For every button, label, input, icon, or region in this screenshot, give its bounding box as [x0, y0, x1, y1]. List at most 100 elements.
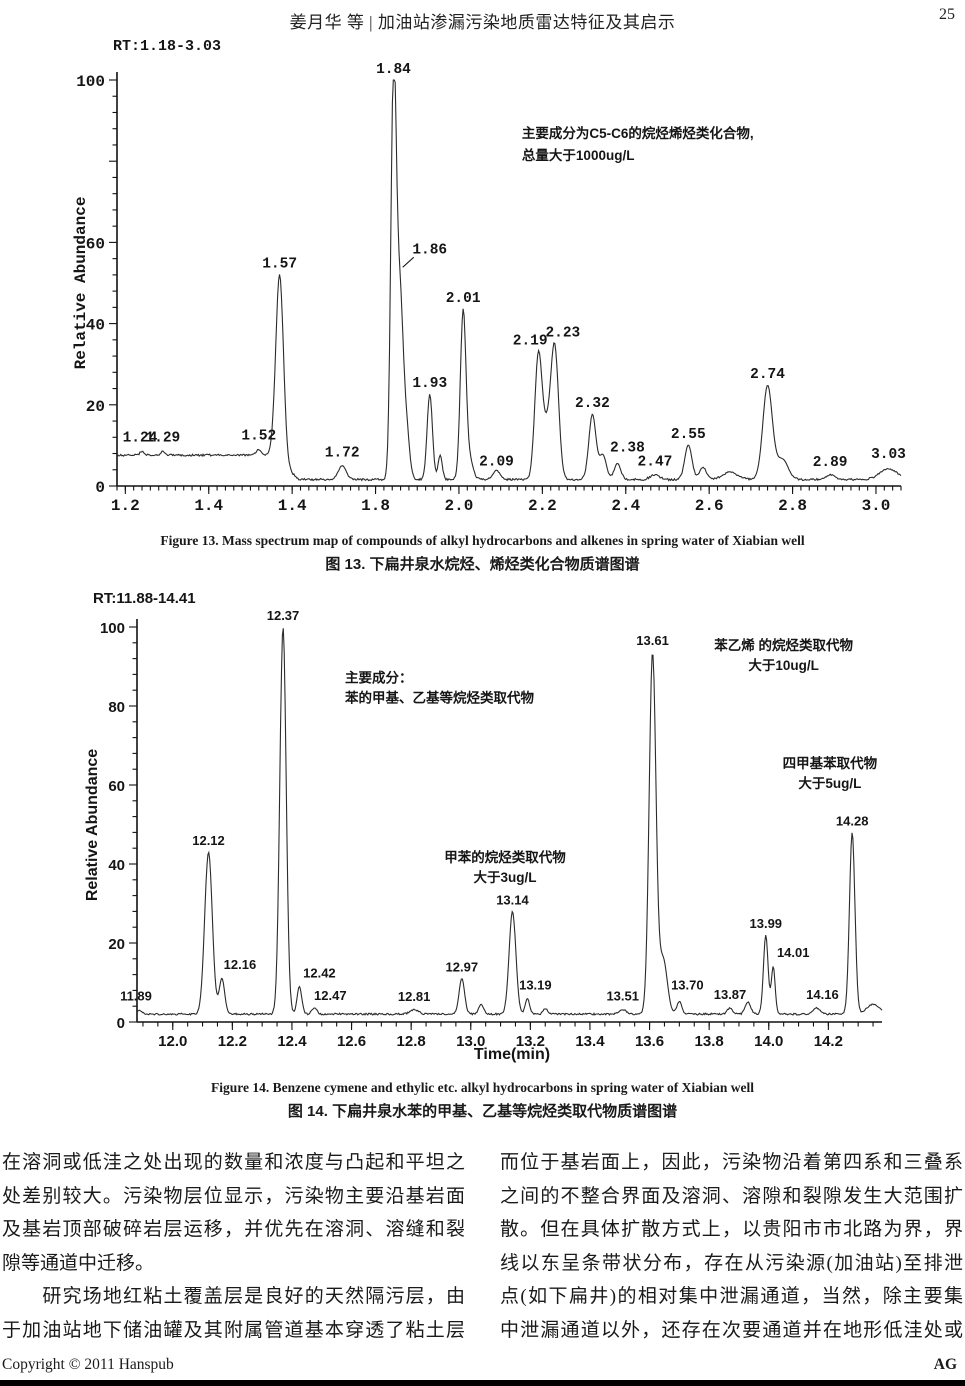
- body-text-line: 研究场地红粘土覆盖层是良好的天然隔污层，由: [2, 1286, 465, 1307]
- peak-label: 1.93: [412, 376, 447, 392]
- rt-range-label: RT:1.18-3.03: [113, 38, 221, 55]
- peak-label: 12.42: [303, 965, 336, 980]
- peak-label: 2.47: [638, 455, 673, 471]
- x-tick-label: 2.4: [611, 497, 640, 515]
- peak-label: 2.32: [575, 396, 610, 412]
- y-tick-label: 40: [108, 857, 125, 874]
- peak-label: 11.89: [120, 989, 152, 1004]
- y-tick-label: 20: [108, 936, 125, 953]
- chromatogram-trace: [136, 628, 883, 1016]
- body-text-line: 及基岩顶部破碎岩层运移，并优先在溶洞、溶缝和裂: [2, 1219, 465, 1240]
- peak-label: 1.24: [123, 430, 158, 446]
- peak-label: 12.37: [267, 608, 300, 623]
- peak-label: 2.55: [671, 427, 706, 443]
- page-footer: Copyright © 2011 Hanspub AG: [0, 1356, 965, 1374]
- peak-label: 2.09: [479, 455, 514, 471]
- body-text-line: 点(如下扁井)的相对集中泄漏通道，当然，除主要集: [500, 1286, 963, 1307]
- peak-label: 2.89: [813, 455, 848, 471]
- x-tick-label: 12.2: [218, 1033, 247, 1050]
- peak-label: 12.16: [224, 957, 257, 972]
- peak-label: 2.01: [446, 291, 481, 307]
- x-tick-label: 3.0: [862, 497, 891, 515]
- x-tick-label: 13.0: [456, 1033, 485, 1050]
- peak-label: 13.87: [714, 987, 747, 1002]
- peak-label: 12.12: [192, 833, 225, 848]
- chart-annotation: 苯的甲基、乙基等烷烃类取代物: [344, 689, 534, 705]
- peak-label: 1.57: [262, 256, 297, 272]
- chart-annotation: 大于5ug/L: [798, 775, 861, 791]
- chart-annotation: 大于10ug/L: [748, 657, 819, 673]
- y-axis-label: Relative Abundance: [84, 749, 101, 901]
- peak-label: 14.28: [836, 813, 869, 828]
- figure14-chromatogram: 0 20 40 60 80 100 12.0 12.2 12.4 12.6 12.8 13.0 13.2…: [84, 590, 883, 1063]
- body-text-line: 隙等通道中迁移。: [2, 1252, 155, 1274]
- body-text-line: 散。但在具体扩散方式上，以贵阳市市北路为界，界: [500, 1219, 963, 1240]
- x-tick-label: 12.8: [397, 1033, 426, 1050]
- y-tick-label: 40: [86, 317, 105, 335]
- body-text-line: 而位于基岩面上，因此，污染物沿着第四系和三叠系: [500, 1152, 963, 1173]
- body-text-line: 中泄漏通道以外，还存在次要通道并在地形低洼处或: [500, 1319, 963, 1341]
- body-text-line: 之间的不整合界面及溶洞、溶隙和裂隙发生大范围扩: [500, 1185, 963, 1207]
- peak-label: 1.29: [145, 430, 180, 446]
- chart-annotation: 甲苯的烷烃类取代物: [444, 849, 566, 865]
- x-tick-label: 1.8: [361, 497, 390, 515]
- y-tick-label: 60: [108, 778, 125, 795]
- x-tick-label: 13.6: [635, 1033, 664, 1050]
- page-bottom-rule: [0, 1380, 965, 1386]
- peak-label: 2.74: [750, 367, 785, 383]
- x-tick-label: 14.0: [754, 1033, 783, 1050]
- y-tick-label: 60: [86, 235, 105, 253]
- publisher-mark: AG: [933, 1356, 957, 1373]
- peak-label: 2.38: [610, 440, 645, 456]
- x-tick-label: 2.2: [528, 497, 557, 515]
- peak-label: 13.51: [606, 988, 639, 1003]
- copyright-text: Copyright © 2011 Hanspub: [2, 1356, 174, 1373]
- x-tick-label: 13.2: [516, 1033, 545, 1050]
- page-header: 姜月华 等 | 加油站渗漏污染地质雷达特征及其启示: [0, 8, 965, 33]
- y-tick-label: 80: [108, 699, 125, 716]
- chart-annotation: 苯乙烯 的烷烃类取代物: [713, 637, 853, 653]
- x-tick-label: 2.6: [695, 497, 724, 515]
- figure13-caption-cn: 图 13. 下扁井泉水烷烃、烯烃类化合物质谱图谱: [325, 556, 640, 573]
- peak-label: 12.97: [446, 960, 479, 975]
- peak-label: 12.47: [314, 988, 347, 1003]
- figure14-caption-en: Figure 14. Benzene cymene and ethylic et…: [211, 1080, 754, 1095]
- x-tick-label: 12.6: [337, 1033, 366, 1050]
- peak-label: 13.14: [496, 892, 529, 907]
- figure13-caption: Figure 13. Mass spectrum map of compound…: [0, 533, 965, 574]
- figure13-caption-en: Figure 13. Mass spectrum map of compound…: [160, 533, 805, 548]
- running-title: 姜月华 等 | 加油站渗漏污染地质雷达特征及其启示: [289, 13, 676, 32]
- chart-annotation: 总量大于1000ug/L: [522, 147, 635, 163]
- x-axis-label: Time(min): [474, 1046, 550, 1063]
- text-column-left: 在溶洞或低洼之处出现的数量和浓度与凸起和平坦之 处差别较大。污染物层位显示，污染物…: [2, 1146, 465, 1347]
- chart-annotation: 四甲基苯取代物: [783, 755, 878, 771]
- x-tick-label: 13.4: [575, 1033, 605, 1050]
- peak-label: 12.81: [398, 989, 431, 1004]
- figure14-caption: Figure 14. Benzene cymene and ethylic et…: [0, 1080, 965, 1121]
- peak-label: 13.70: [671, 977, 704, 992]
- y-tick-label: 100: [100, 620, 125, 637]
- peak-label: 2.23: [545, 326, 580, 342]
- peak-label: 13.61: [636, 633, 669, 648]
- x-tick-label: 12.4: [277, 1033, 307, 1050]
- chart-annotation: 主要成分：: [345, 669, 413, 685]
- figure14-caption-cn: 图 14. 下扁井泉水苯的甲基、乙基等烷烃类取代物质谱图谱: [287, 1103, 678, 1120]
- peak-label: 14.01: [777, 945, 810, 960]
- peak-label: 2.19: [513, 334, 548, 350]
- x-tick-label: 14.2: [814, 1033, 843, 1050]
- body-text-line: 处差别较大。污染物层位显示，污染物主要沿基岩面: [2, 1185, 465, 1207]
- peak-label: 3.03: [871, 447, 906, 463]
- y-tick-label: 20: [86, 398, 105, 416]
- x-tick-label: 1.4: [194, 497, 223, 515]
- y-tick-label: 0: [95, 479, 105, 497]
- y-tick-label: 0: [117, 1015, 125, 1032]
- text-column-right: 而位于基岩面上，因此，污染物沿着第四系和三叠系 之间的不整合界面及溶洞、溶隙和裂隙…: [500, 1146, 963, 1347]
- page-number: 25: [939, 6, 955, 23]
- chromatogram-trace: [116, 79, 902, 482]
- x-tick-label: 2.0: [445, 497, 474, 515]
- figure13-chromatogram: 0 20 40 60 100 1.2 1.4 1.4 1.8 2.0 2.2 2.4 2.6 2.8 3.0…: [72, 38, 906, 515]
- peak-label: 13.99: [750, 916, 783, 931]
- y-axis-label: Relative Abundance: [72, 197, 90, 370]
- chart-annotation: 主要成分为C5-C6的烷烃烯烃类化合物,: [522, 125, 754, 141]
